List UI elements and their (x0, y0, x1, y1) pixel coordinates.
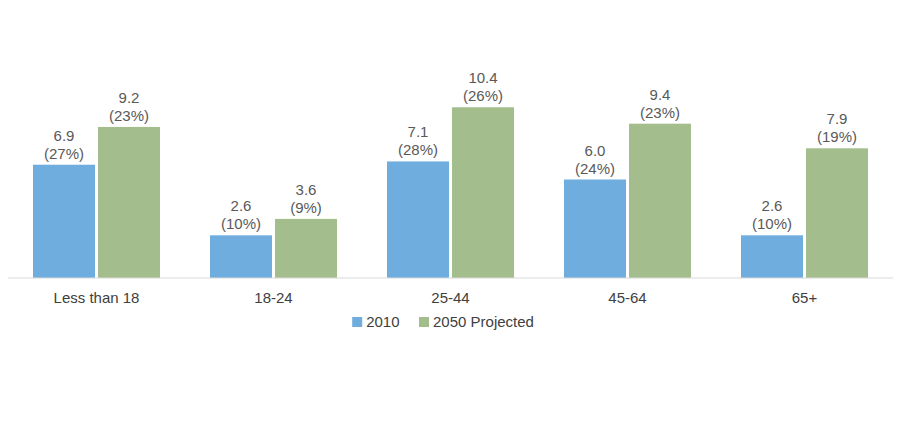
chart-container: 6.9(27%)2.6(10%)7.1(28%)6.0(24%)2.6(10%)… (0, 0, 900, 432)
bar (98, 127, 160, 278)
x-tick-label: 65+ (792, 289, 818, 306)
x-tick-label: 45-64 (608, 289, 646, 306)
data-labels: 6.9(27%)2.6(10%)7.1(28%)6.0(24%)2.6(10%)… (44, 69, 857, 232)
x-axis-line (8, 278, 893, 279)
data-label: 2.6 (762, 197, 783, 214)
bar (275, 219, 337, 278)
data-label: 9.2 (119, 89, 140, 106)
x-tick-label: 25-44 (431, 289, 469, 306)
share-label: (23%) (640, 104, 680, 121)
legend-swatch (352, 317, 362, 327)
legend-label: 2010 (366, 313, 399, 330)
share-label: (27%) (44, 145, 84, 162)
x-tick-label: 18-24 (254, 289, 292, 306)
share-label: (23%) (109, 107, 149, 124)
data-label: 2.6 (231, 197, 252, 214)
legend-swatch (419, 317, 429, 327)
bar (452, 107, 514, 278)
legend: 2010 2050 Projected (352, 313, 534, 330)
bar (33, 165, 95, 278)
share-label: (28%) (398, 141, 438, 158)
bar (387, 161, 449, 278)
data-label: 7.1 (408, 123, 429, 140)
share-label: (10%) (752, 215, 792, 232)
bar (806, 148, 868, 278)
data-label: 7.9 (827, 110, 848, 127)
share-label: (10%) (221, 215, 261, 232)
bar (564, 180, 626, 279)
bars (33, 107, 868, 278)
data-label: 6.0 (585, 142, 606, 159)
bar (210, 235, 272, 278)
share-label: (26%) (463, 87, 503, 104)
data-label: 9.4 (650, 86, 671, 103)
x-tick-label: Less than 18 (54, 289, 140, 306)
bar (741, 235, 803, 278)
bar (629, 124, 691, 278)
chart-svg: 6.9(27%)2.6(10%)7.1(28%)6.0(24%)2.6(10%)… (0, 0, 900, 432)
data-label: 3.6 (296, 181, 317, 198)
legend-label: 2050 Projected (433, 313, 534, 330)
data-label: 10.4 (468, 69, 497, 86)
share-label: (19%) (817, 128, 857, 145)
data-label: 6.9 (54, 127, 75, 144)
x-axis-labels: Less than 18 18-24 25-44 45-64 65+ (54, 289, 818, 306)
share-label: (24%) (575, 160, 615, 177)
share-label: (9%) (290, 199, 322, 216)
